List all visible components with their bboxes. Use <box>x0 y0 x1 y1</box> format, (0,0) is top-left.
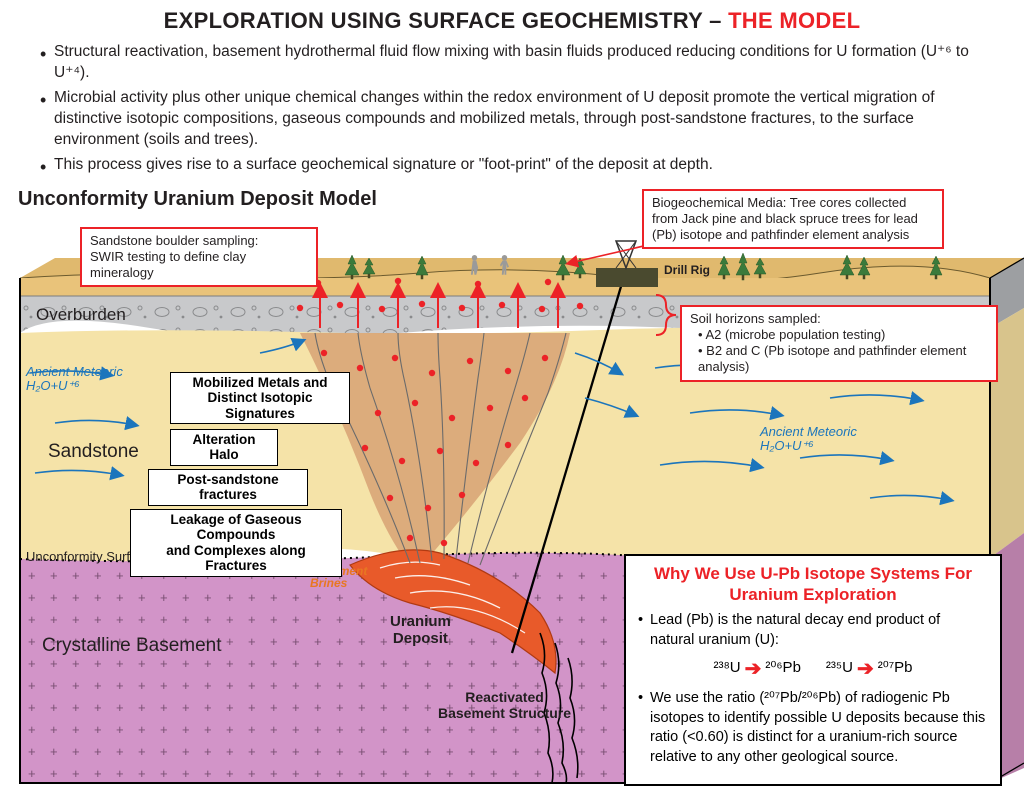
callout-sandstone-boulder: Sandstone boulder sampling: SWIR testing… <box>80 227 318 288</box>
decay-equations: ²³⁸U➔²⁰⁶Pb ²³⁵U➔²⁰⁷Pb <box>638 656 988 681</box>
bullet-3: This process gives rise to a surface geo… <box>40 155 984 176</box>
label-halo: Alteration Halo <box>170 429 278 466</box>
title-text: EXPLORATION USING SURFACE GEOCHEMISTRY – <box>164 8 728 33</box>
infobox-li1: Lead (Pb) is the natural decay end produ… <box>638 611 988 650</box>
cross-section-diagram: + <box>0 213 1024 788</box>
label-fractures: Post-sandstone fractures <box>148 469 308 506</box>
label-basement: Crystalline Basement <box>42 635 222 657</box>
label-reactivated: Reactivated Basement Structure <box>438 689 571 721</box>
label-meteoric-left: Ancient Meteoric H₂O+U⁺⁶ <box>26 365 123 394</box>
infobox-title: Why We Use U-Pb Isotope Systems For Uran… <box>638 564 988 605</box>
intro-bullets: Structural reactivation, basement hydrot… <box>0 38 1024 186</box>
label-meteoric-right: Ancient Meteoric H₂O+U⁺⁶ <box>760 425 857 454</box>
label-deposit: Uranium Deposit <box>390 613 451 647</box>
info-box: Why We Use U-Pb Isotope Systems For Uran… <box>624 554 1002 785</box>
callout-biogeochem: Biogeochemical Media: Tree cores collect… <box>642 189 944 250</box>
label-overburden: Overburden <box>36 305 126 325</box>
callout-soil-horizons: Soil horizons sampled: A2 (microbe popul… <box>680 305 998 382</box>
label-metals: Mobilized Metals and Distinct Isotopic S… <box>170 372 350 425</box>
title-highlight: THE MODEL <box>728 8 860 33</box>
label-drillrig: Drill Rig <box>664 263 710 277</box>
infobox-li2: We use the ratio (²⁰⁷Pb/²⁰⁶Pb) of radiog… <box>638 689 988 767</box>
label-sandstone-layer: Sandstone <box>48 441 139 463</box>
label-leakage: Leakage of Gaseous Compounds and Complex… <box>130 509 342 577</box>
bullet-1: Structural reactivation, basement hydrot… <box>40 42 984 84</box>
bullet-2: Microbial activity plus other unique che… <box>40 88 984 151</box>
title-main: EXPLORATION USING SURFACE GEOCHEMISTRY –… <box>164 8 861 33</box>
